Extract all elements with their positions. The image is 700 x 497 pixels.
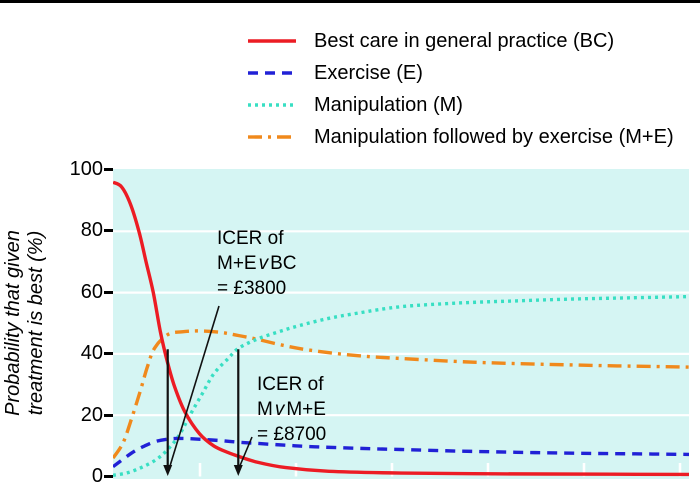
y-tick-label-80: 80 — [80, 219, 103, 241]
y-tick-mark — [104, 229, 113, 232]
chart-svg — [113, 169, 689, 479]
annotation-line: ICER of — [217, 228, 284, 249]
legend-swatch-manipulation-exercise-dashdot-line-icon — [248, 135, 296, 139]
y-tick-label-40: 40 — [80, 342, 103, 364]
legend-label-bc: Best care in general practice (BC) — [314, 29, 615, 52]
y-tick-mark — [104, 168, 113, 171]
y-tick-mark — [104, 414, 113, 417]
y-tick-mark — [104, 352, 113, 355]
legend-swatch-bc-line-icon — [248, 39, 296, 43]
annotation-line: = £8700 — [257, 424, 327, 445]
legend-label-manipulation: Manipulation (M) — [314, 93, 463, 116]
y-tick-label-60: 60 — [80, 281, 103, 303]
y-tick-label-20: 20 — [80, 404, 103, 426]
legend-swatch-manipulation-dotted-line-icon — [248, 103, 296, 107]
y-axis-title: Probability that given treatment is best… — [2, 230, 47, 416]
y-tick-label-100: 100 — [69, 158, 103, 180]
legend-item-manipulation-exercise: Manipulation followed by exercise (M+E) — [246, 124, 674, 150]
legend-item-exercise: Exercise (E) — [246, 60, 423, 86]
legend-item-manipulation: Manipulation (M) — [246, 92, 463, 118]
annotation-line: = £3800 — [217, 278, 287, 299]
top-rule — [0, 0, 700, 3]
legend-label-manipulation-exercise: Manipulation followed by exercise (M+E) — [314, 125, 674, 148]
legend-label-exercise: Exercise (E) — [314, 61, 423, 84]
annotation-line: M+E v BC — [217, 253, 297, 274]
y-tick-label-0: 0 — [91, 465, 103, 487]
legend-swatch-exercise-dashed-line-icon — [248, 71, 296, 75]
annotation-line: ICER of — [257, 374, 324, 395]
icer-annotation-me-vs-bc: ICER of M+E v BC = £3800 — [217, 226, 297, 301]
legend-item-bc: Best care in general practice (BC) — [246, 28, 614, 54]
y-tick-mark — [104, 475, 113, 478]
y-tick-mark — [104, 291, 113, 294]
